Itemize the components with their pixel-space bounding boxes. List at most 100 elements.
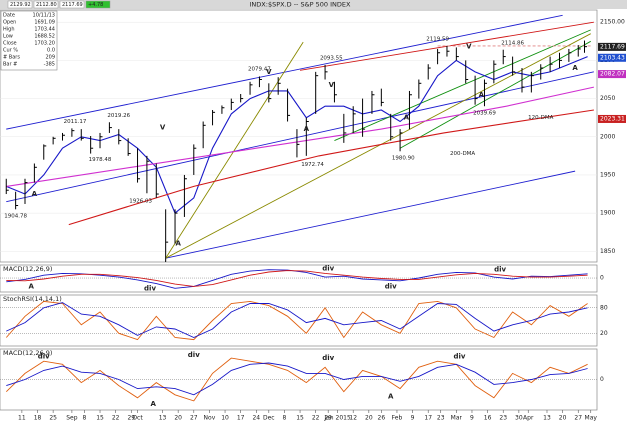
toolbar <box>0 0 627 9</box>
annotation: div <box>385 282 397 290</box>
y-tick-label: 1950 <box>600 171 615 178</box>
x-tick-label: 8 <box>82 415 86 422</box>
y-tick-label: 1900 <box>600 210 615 217</box>
quote-value: 0.0 <box>47 48 55 54</box>
annotation: div <box>38 352 50 360</box>
quote-label: # Bars <box>3 55 20 61</box>
annotation: A <box>388 393 394 401</box>
plot-area <box>0 14 597 262</box>
quote-value: 1688.52 <box>34 34 55 40</box>
annotation: div <box>322 354 334 362</box>
series-line <box>5 357 588 402</box>
x-tick-label: 17 <box>237 415 245 422</box>
channel-line <box>165 33 591 259</box>
y-tick-label: 2000 <box>600 133 615 140</box>
toolbar-value: +4.78 <box>88 2 103 8</box>
price-flag <box>598 53 626 62</box>
x-tick-label: Sep <box>66 415 78 422</box>
price-flag-label: 2103.43 <box>600 54 625 61</box>
series-line <box>6 270 588 287</box>
x-tick-label: 18 <box>34 415 42 422</box>
panel <box>0 264 598 293</box>
annotation: 2119.59 <box>426 37 449 43</box>
y-tick-label: 80 <box>600 304 608 311</box>
x-tick-label: 15 <box>296 415 304 422</box>
series-line <box>6 56 588 214</box>
x-tick-label: May <box>585 415 598 422</box>
price-flag <box>598 114 626 123</box>
quote-label: Bar # <box>3 62 17 68</box>
annotation: A <box>479 91 485 99</box>
annotation: V <box>266 68 272 76</box>
quote-label: Date <box>3 13 15 19</box>
series-line <box>6 302 588 338</box>
annotation: A <box>175 240 181 248</box>
x-tick-label: Jan 2015 <box>323 415 351 422</box>
x-tick-label: 29 <box>127 415 135 422</box>
toolbar-value: 2117.69 <box>62 2 83 8</box>
x-tick-label: 25 <box>49 415 57 422</box>
x-tick-label: 13 <box>159 415 167 422</box>
annotation: 200-DMA <box>450 151 475 157</box>
x-tick-label: Feb <box>392 415 403 422</box>
plot-area <box>0 269 597 289</box>
quote-value: 10/11/13 <box>33 13 55 19</box>
plot-area <box>0 357 597 402</box>
quote-label: Cur % <box>3 48 18 54</box>
quote-value: 1691.09 <box>34 20 55 26</box>
annotation: A <box>29 282 35 290</box>
x-tick-label: 8 <box>283 415 287 422</box>
series-line <box>6 362 588 396</box>
x-tick-label: 27 <box>574 415 582 422</box>
annotation: V <box>466 43 472 51</box>
x-tick-label: 20 <box>174 415 182 422</box>
x-tick-label: 17 <box>424 415 432 422</box>
series-line <box>68 109 594 226</box>
panel-title: MACD(12,26,9) <box>3 265 52 273</box>
series-line <box>6 86 595 187</box>
x-tick-label: 26 <box>378 415 386 422</box>
x-tick-label: 27 <box>190 415 198 422</box>
quote-label: Open <box>3 20 16 26</box>
x-tick-label: Dec <box>263 415 275 422</box>
panel <box>0 294 598 347</box>
panel-title: INDX:$SPX.D -- S&P 500 INDEX <box>250 1 352 9</box>
annotation: 120-DMA <box>528 115 553 121</box>
annotation: 2011.17 <box>64 119 87 125</box>
x-tick-label: Mar <box>451 415 463 422</box>
x-tick-label: 20 <box>559 415 567 422</box>
x-tick-label: 30 <box>515 415 523 422</box>
x-tick-label: Apr <box>523 415 534 422</box>
annotation: 2039.69 <box>473 111 496 117</box>
annotation: div <box>144 284 156 292</box>
annotation: 2114.86 <box>501 40 524 46</box>
panel-title: StochRSI(14,14,1) <box>3 295 62 303</box>
price-flag-label: 2023.31 <box>600 115 625 122</box>
panel <box>0 9 598 263</box>
x-tick-label: 23 <box>437 415 445 422</box>
y-tick-label: 1850 <box>600 248 615 255</box>
price-flag-label: 2117.69 <box>600 43 625 50</box>
channel-line <box>6 71 594 203</box>
x-tick-label: 15 <box>96 415 104 422</box>
channel-line <box>165 41 304 259</box>
channel-line <box>399 40 591 149</box>
x-tick-label: 13 <box>543 415 551 422</box>
annotation: V <box>160 124 166 132</box>
quote-value: 1703.44 <box>34 27 55 33</box>
quote-value: -385 <box>44 62 55 68</box>
plot-area <box>0 300 597 341</box>
annotation: 1978.48 <box>89 157 112 163</box>
panel-title: MACD(12,26,9) <box>3 349 52 357</box>
quote-value: 1703.20 <box>34 41 55 47</box>
annotation: 1926.03 <box>129 198 152 204</box>
annotation: 1904.78 <box>4 214 27 220</box>
series-line <box>5 300 588 341</box>
y-tick-label: 0 <box>600 275 604 282</box>
y-tick-label: 2050 <box>600 95 615 102</box>
x-tick-label: 22 <box>312 415 320 422</box>
x-tick-label: Oct <box>132 415 143 422</box>
toolbar-field <box>7 0 33 9</box>
x-tick-label: 11 <box>18 415 26 422</box>
annotation: A <box>32 190 38 198</box>
